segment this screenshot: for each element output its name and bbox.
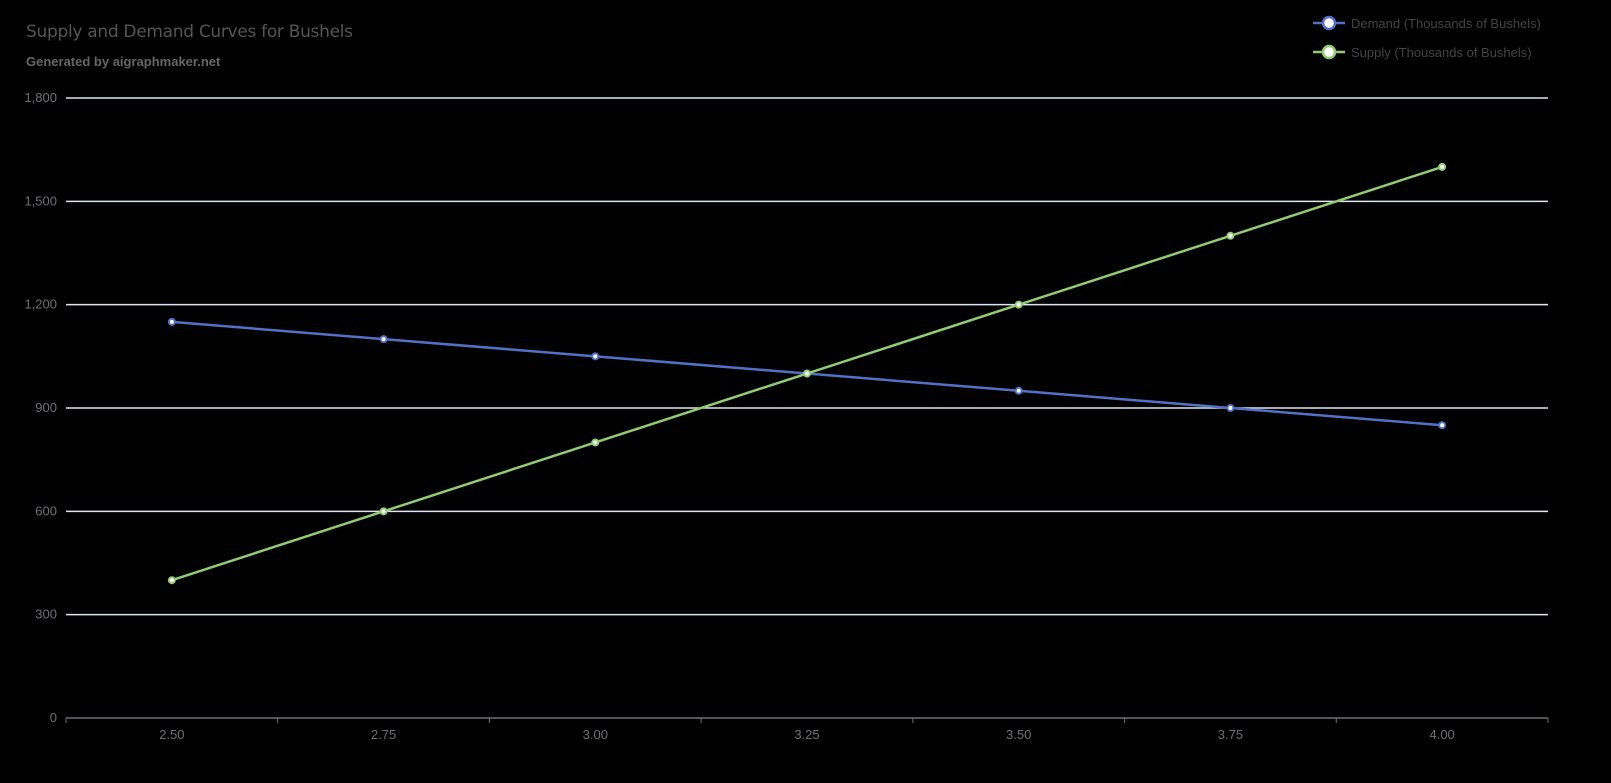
chart-title: Supply and Demand Curves for Bushels <box>26 22 353 42</box>
x-axis: 2.50 2.75 3.00 3.25 3.50 3.75 4.00 <box>65 717 1549 742</box>
y-tick-label: 900 <box>35 400 57 415</box>
data-point[interactable] <box>1438 421 1447 430</box>
y-tick-label: 300 <box>35 607 57 622</box>
x-tick-label: 3.50 <box>1006 727 1031 742</box>
x-tick-label: 3.00 <box>583 727 608 742</box>
data-point[interactable] <box>167 317 176 326</box>
y-tick-label: 1,500 <box>24 193 57 208</box>
x-tick-label: 2.75 <box>371 727 396 742</box>
x-tick-label: 3.25 <box>794 727 819 742</box>
y-axis: 0 300 600 900 1,200 1,500 1,800 <box>24 90 57 725</box>
legend-label-supply: Supply (Thousands of Bushels) <box>1350 44 1532 60</box>
data-point[interactable] <box>379 335 388 344</box>
data-point[interactable] <box>1438 162 1447 171</box>
data-point[interactable] <box>379 507 388 516</box>
y-tick-label: 0 <box>50 710 57 725</box>
data-point[interactable] <box>1226 231 1235 240</box>
data-point[interactable] <box>1014 300 1023 309</box>
legend: Demand (Thousands of Bushels) Supply (Th… <box>1311 14 1541 72</box>
data-point[interactable] <box>803 369 811 378</box>
y-tick-label: 1,800 <box>24 90 57 105</box>
x-tick-label: 4.00 <box>1429 727 1454 742</box>
legend-item-supply[interactable]: Supply (Thousands of Bushels) <box>1311 43 1541 61</box>
legend-demand-marker-icon <box>1312 15 1345 31</box>
legend-label-demand: Demand (Thousands of Bushels) <box>1350 15 1541 31</box>
gridlines <box>66 97 1548 616</box>
data-point[interactable] <box>591 438 600 447</box>
x-tick-label: 2.50 <box>159 727 184 742</box>
data-point[interactable] <box>591 352 600 361</box>
data-point[interactable] <box>1014 386 1023 395</box>
chart-subtitle: Generated by aigraphmaker.net <box>26 54 221 69</box>
legend-item-demand[interactable]: Demand (Thousands of Bushels) <box>1311 14 1541 32</box>
x-tick-label: 3.75 <box>1218 727 1243 742</box>
series-layer <box>167 162 1447 585</box>
data-point[interactable] <box>167 576 176 585</box>
legend-supply-marker-icon <box>1312 44 1345 60</box>
y-tick-label: 600 <box>35 503 57 518</box>
y-tick-label: 1,200 <box>24 297 57 312</box>
data-point[interactable] <box>1226 404 1235 412</box>
